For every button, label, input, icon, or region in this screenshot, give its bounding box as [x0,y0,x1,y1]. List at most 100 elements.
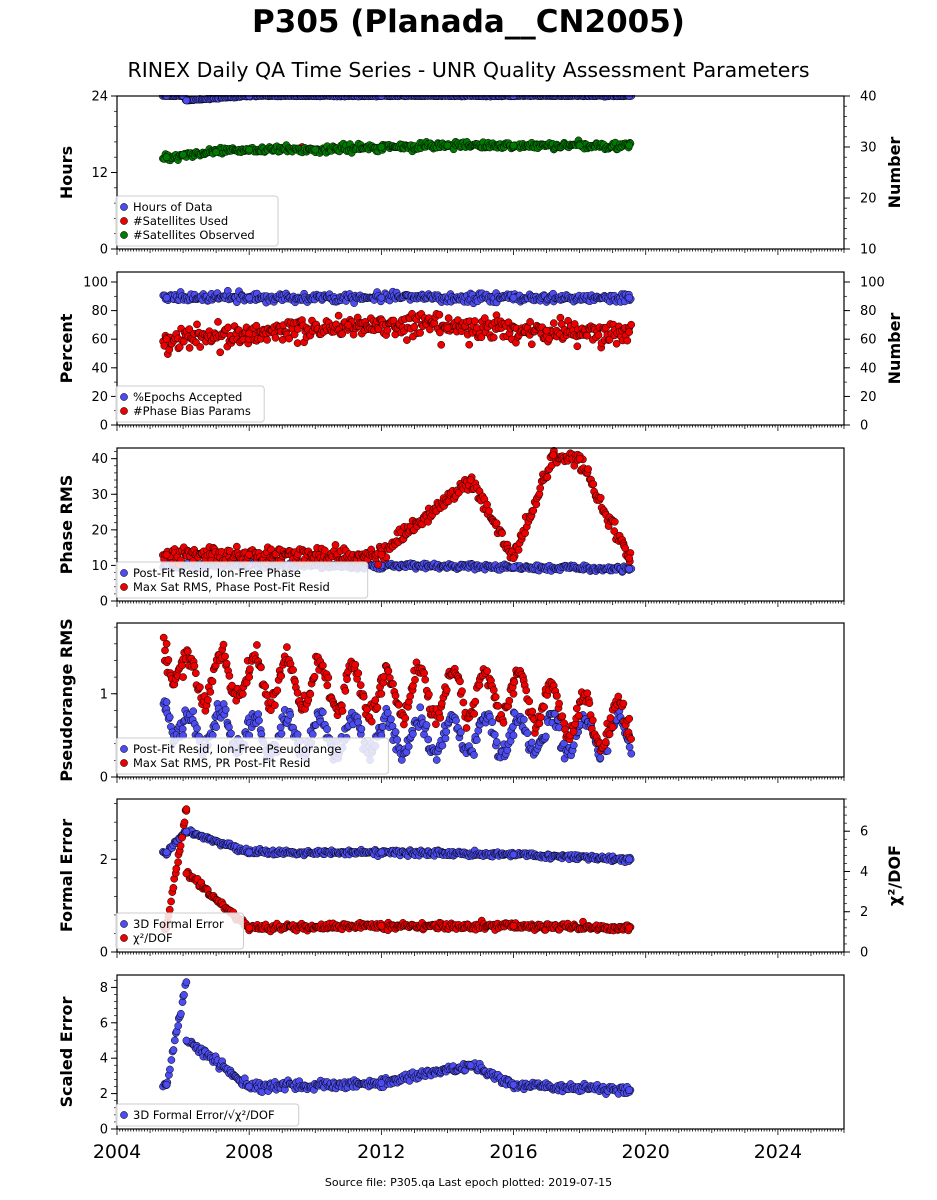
data-point [483,667,491,675]
legend-entry: Post-Fit Resid, Ion-Free Pseudorange [133,742,341,756]
data-point [214,318,222,326]
data-point [196,343,205,351]
legend: Post-Fit Resid, Ion-Free PseudorangeMax … [115,737,389,775]
data-point [432,720,440,729]
chart-subtitle: RINEX Daily QA Time Series - UNR Quality… [127,58,810,82]
data-point [225,672,234,680]
series-1 [159,286,635,308]
data-point [483,500,491,509]
data-point [466,476,475,484]
y2-tick-label: 30 [860,141,877,156]
y-tick-label: 0 [100,419,108,434]
data-point [271,333,280,342]
y-tick-label: 24 [91,90,108,105]
data-point [492,519,501,528]
data-point [367,717,376,726]
data-point [470,709,479,718]
legend-marker [120,231,128,239]
data-point [245,145,254,154]
data-point [334,311,343,320]
data-point [162,698,171,706]
data-point [377,689,386,698]
data-point [179,673,187,681]
data-point [293,730,302,739]
data-point [182,96,191,105]
data-point [625,565,634,573]
data-point [436,328,444,337]
data-point [452,716,460,725]
data-point [503,746,512,755]
data-point [443,141,452,150]
y-tick-label: 20 [91,390,108,405]
legend-entry: Max Sat RMS, PR Post-Fit Resid [133,756,310,770]
data-point [623,336,632,345]
data-point [541,732,550,741]
data-point [625,714,634,723]
data-point [238,690,247,698]
data-point [377,143,386,151]
data-point [373,703,382,712]
y2-tick-label: 60 [860,333,877,348]
data-point [191,669,200,678]
data-point [206,688,215,696]
data-point [245,293,254,302]
data-point [619,699,628,708]
data-point [583,331,591,340]
data-point [185,344,194,352]
y-tick-label: 80 [91,304,108,319]
data-point [625,293,634,302]
data-point [320,546,329,555]
series-1 [158,95,636,105]
data-point [394,700,403,709]
y-axis-label: Percent [57,313,76,383]
data-point [627,320,636,329]
data-point [377,550,386,559]
data-point [286,711,295,719]
panel-3: 0 10 20 30 40 Phase RMS Post-Fit Resid, Ion-Fr… [57,447,845,610]
data-point [422,721,431,729]
y-tick-label: 20 [91,523,108,538]
data-point [254,710,263,718]
data-point [420,669,428,677]
data-point [393,735,402,744]
data-point [323,681,332,690]
data-point [509,563,518,572]
data-point [432,756,441,764]
legend-entry: Max Sat RMS, Phase Post-Fit Resid [133,580,330,594]
data-point [569,741,578,750]
data-point [625,328,634,336]
data-point [227,729,235,738]
data-point [410,322,419,331]
data-point [204,696,212,704]
y-axis-label: Phase RMS [57,475,76,575]
y2-tick-label: 100 [860,276,885,291]
data-point [293,689,302,697]
data-point [498,529,506,537]
data-point [489,686,498,694]
data-point [627,735,635,743]
chart-title: P305 (Planada__CN2005) [252,4,685,40]
data-point [384,667,393,675]
legend-marker [120,745,128,753]
scatter-layer [159,447,636,576]
data-point [490,730,499,739]
data-point [391,691,400,700]
data-point [606,714,615,722]
data-point [528,738,536,747]
data-point [271,701,279,710]
data-point [354,669,363,678]
y2-axis-label: Number [885,137,904,209]
data-point [221,705,230,714]
data-point [356,681,365,689]
series-2 [159,447,635,569]
data-point [221,652,229,661]
data-point [514,546,523,554]
y-tick-label: 10 [91,559,108,574]
legend-box [115,385,265,423]
data-point [222,659,231,668]
legend-marker [120,569,128,577]
data-point [246,665,254,673]
data-point [245,329,254,338]
